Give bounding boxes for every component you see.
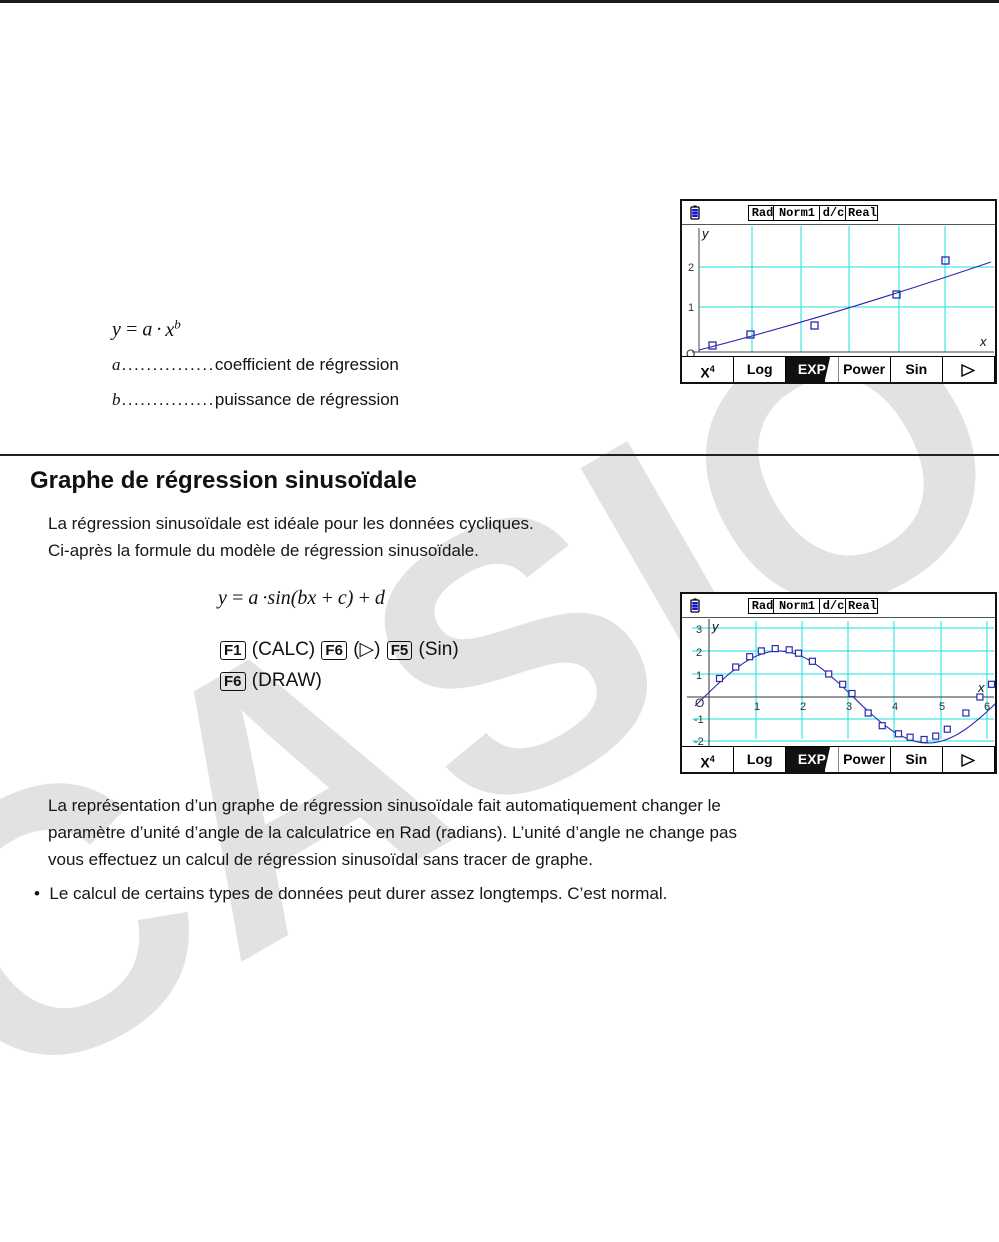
svg-text:3: 3 xyxy=(696,624,702,636)
svg-text:2: 2 xyxy=(800,701,806,713)
svg-text:1: 1 xyxy=(754,701,760,713)
svg-text:1: 1 xyxy=(688,302,694,314)
svg-text:2: 2 xyxy=(696,647,702,659)
svg-text:x: x xyxy=(977,680,985,695)
svg-text:3: 3 xyxy=(846,701,852,713)
svg-text:4: 4 xyxy=(892,701,898,713)
svg-text:1: 1 xyxy=(696,670,702,682)
svg-text:5: 5 xyxy=(939,701,945,713)
svg-text:-1: -1 xyxy=(694,714,704,726)
svg-text:x: x xyxy=(979,334,987,349)
svg-text:2: 2 xyxy=(688,262,694,274)
svg-text:y: y xyxy=(701,226,710,241)
svg-text:y: y xyxy=(711,619,720,634)
